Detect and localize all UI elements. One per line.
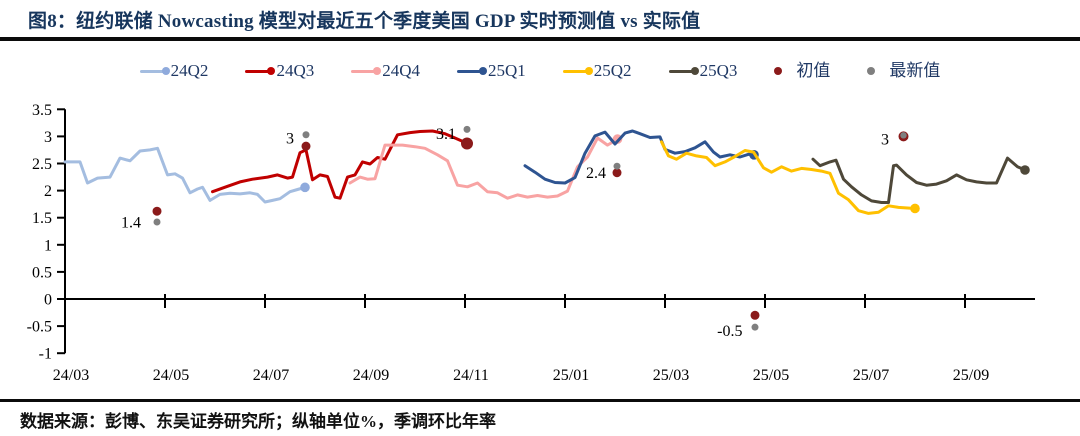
y-tick-label: 0.5 [32, 264, 52, 281]
x-tick-label: 25/01 [553, 367, 589, 384]
legend-line-swatch [668, 67, 699, 76]
legend-line-swatch [245, 67, 276, 76]
x-tick-label: 25/07 [853, 367, 889, 384]
legend-label: 24Q3 [276, 61, 315, 80]
latest-dot-24Q2 [302, 131, 310, 139]
series-25Q2 [660, 140, 920, 215]
chart-legend: 24Q2 24Q3 24Q4 25Q1 25Q2 25Q3 初值 最新值 [0, 60, 1080, 82]
legend-line-swatch [139, 67, 170, 76]
series-25Q3-end-dot [1020, 165, 1030, 175]
series-24Q3 [211, 129, 468, 200]
figure-title: 图8：纽约联储 Nowcasting 模型对最近五个季度美国 GDP 实时预测值… [28, 11, 701, 32]
y-tick-label: 3.5 [32, 102, 52, 119]
latest-dot-25Q2 [900, 132, 907, 139]
y-tick-label: 0 [44, 292, 52, 309]
footer-divider [0, 399, 1080, 402]
y-tick-label: 3 [44, 129, 52, 146]
series-24Q4-line [348, 136, 619, 200]
annotation-24Q3: 3.1 [436, 126, 456, 143]
annotation-24Q2: 3 [286, 131, 294, 148]
legend-item-初值: 初值 [774, 61, 830, 81]
release-markers: 1.4 3 3.1 2.4 -0.5 3 [121, 125, 909, 340]
series-25Q2-end-dot [910, 203, 920, 214]
x-tick-label: 25/05 [753, 367, 789, 384]
series-25Q1 [523, 129, 759, 185]
y-tick-label: -1 [39, 346, 52, 363]
latest-dot-24Q1 [153, 218, 161, 226]
y-tick-label: 2 [44, 183, 52, 200]
initial-dot-24Q1 [152, 206, 162, 216]
annotation-24Q1: 1.4 [121, 215, 141, 232]
legend-dot-swatch [867, 67, 876, 75]
y-tick-label: 1.5 [32, 210, 52, 227]
legend-item-24Q2: 24Q2 [139, 61, 209, 81]
x-tick-label: 24/11 [453, 367, 489, 384]
latest-dot-24Q4 [613, 162, 621, 170]
annotation-25Q2: 3 [881, 132, 889, 149]
initial-dot-24Q2 [301, 141, 311, 151]
annotation-24Q4: 2.4 [586, 165, 606, 182]
y-axis-ticks: 3.5 3 2.5 2 1.5 1 0.5 0 -0.5 -1 [27, 102, 65, 363]
source-note: 数据来源：彭博、东吴证券研究所；纵轴单位%，季调环比年率 [20, 412, 496, 431]
series-25Q3 [811, 156, 1030, 204]
legend-label: 25Q3 [699, 61, 738, 80]
axes [64, 109, 1035, 354]
initial-dot-24Q3 [461, 137, 473, 150]
series-25Q1-line [523, 129, 756, 185]
x-tick-label: 24/03 [53, 367, 89, 384]
title-divider [0, 37, 1080, 41]
legend-line-swatch [351, 67, 382, 76]
x-tick-label: 24/05 [153, 367, 189, 384]
legend-item-24Q4: 24Q4 [351, 61, 420, 81]
y-tick-label: -0.5 [27, 319, 52, 336]
legend-label: 25Q1 [488, 61, 526, 80]
legend-line-swatch [562, 67, 593, 76]
legend-label: 最新值 [889, 61, 941, 80]
series-25Q2-line [660, 140, 917, 215]
legend-line-swatch [457, 67, 487, 76]
x-tick-label: 25/03 [653, 367, 689, 384]
latest-dot-25Q1 [751, 323, 759, 331]
annotation-25Q1: -0.5 [717, 323, 742, 340]
x-tick-label: 24/07 [253, 367, 289, 384]
legend-label: 25Q2 [593, 61, 632, 80]
initial-dot-25Q1 [750, 310, 760, 320]
legend-label: 24Q2 [170, 61, 209, 80]
latest-dot-24Q3 [463, 125, 471, 133]
series-24Q2 [63, 146, 310, 204]
legend-item-25Q3: 25Q3 [668, 61, 738, 81]
initial-dot-24Q4 [612, 168, 622, 178]
legend-item-最新值: 最新值 [867, 61, 940, 81]
series-24Q4 [348, 134, 623, 200]
legend-item-25Q2: 25Q2 [562, 61, 632, 81]
legend-item-24Q3: 24Q3 [245, 61, 314, 81]
series-24Q3-line [211, 129, 468, 200]
series-24Q2-end-dot [300, 182, 310, 193]
legend-dot-swatch [774, 67, 783, 75]
x-axis-ticks: 24/03 24/05 24/07 24/09 24/11 25/01 25/03 25/05… [53, 294, 989, 384]
y-tick-label: 1 [44, 237, 52, 254]
legend-label: 24Q4 [382, 61, 420, 80]
y-tick-label: 2.5 [32, 156, 52, 173]
legend-item-25Q1: 25Q1 [457, 61, 526, 81]
legend-label: 初值 [796, 61, 831, 80]
series-24Q2-line [63, 146, 307, 204]
series-25Q3-line [811, 156, 1027, 204]
x-tick-label: 24/09 [353, 367, 389, 384]
x-tick-label: 25/09 [953, 367, 989, 384]
